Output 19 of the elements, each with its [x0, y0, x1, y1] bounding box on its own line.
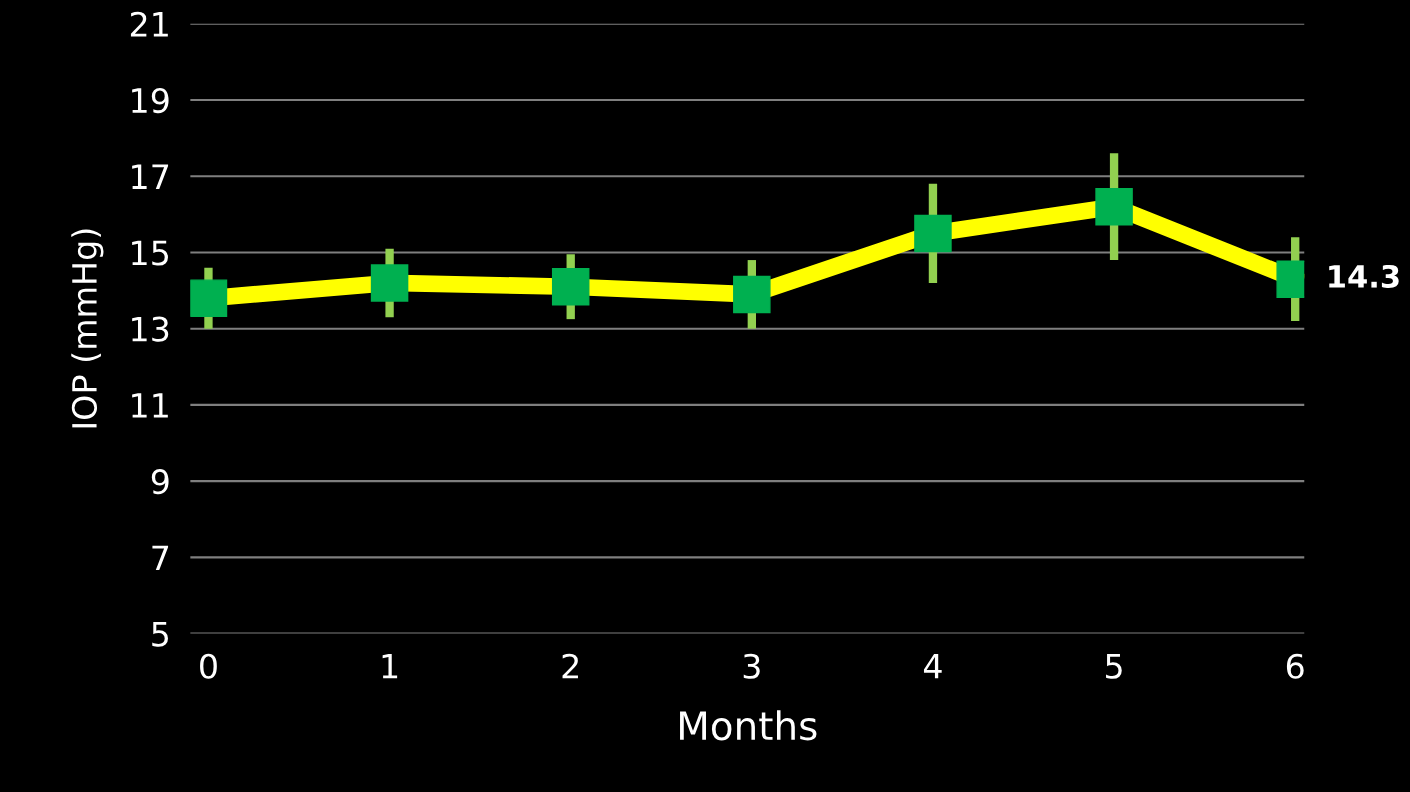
x-tick-label: 0 — [200, 653, 217, 679]
data-label: 14.3 — [1329, 264, 1399, 288]
x-tick-label: 5 — [1106, 654, 1122, 679]
y-tick-label: 11 — [132, 393, 168, 418]
y-tick-label: 5 — [152, 621, 168, 647]
y-tick-label: 17 — [132, 164, 169, 189]
x-tick-label: 3 — [743, 653, 760, 679]
x-tick-label: 1 — [382, 654, 398, 679]
x-axis-title: Months — [680, 710, 817, 741]
y-tick-label: 15 — [132, 240, 168, 266]
x-tick-label: 4 — [923, 654, 942, 679]
x-tick-label: 2 — [562, 653, 578, 679]
y-tick-label: 21 — [130, 11, 168, 37]
y-tick-label: 13 — [132, 316, 169, 342]
y-tick-label: 7 — [152, 545, 169, 571]
y-tick-label: 19 — [132, 87, 169, 114]
y-tick-label: 9 — [151, 469, 169, 495]
x-tick-label: 6 — [1286, 653, 1304, 679]
y-axis-title: IOP (mmHg) — [71, 229, 104, 428]
